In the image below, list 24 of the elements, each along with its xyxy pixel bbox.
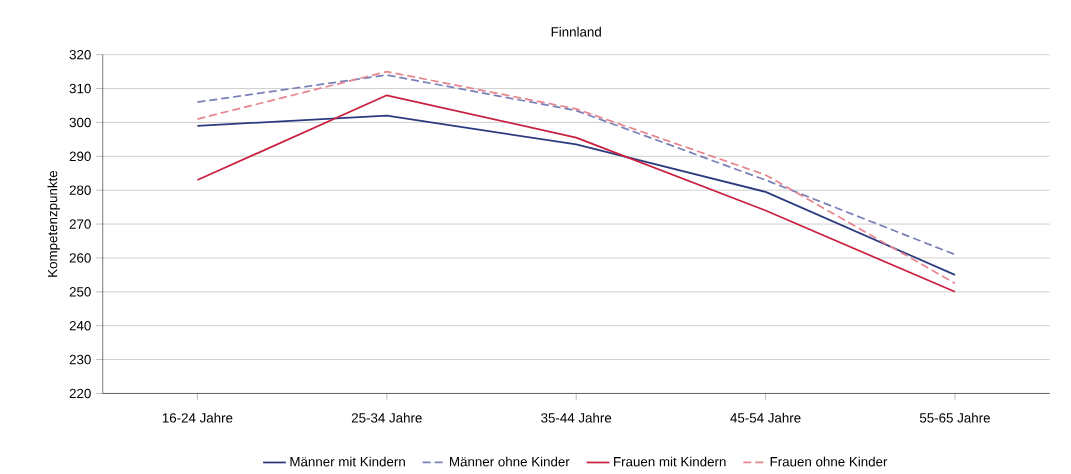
legend-label: Frauen ohne Kinder bbox=[770, 456, 888, 467]
legend-label: Männer ohne Kinder bbox=[450, 456, 570, 467]
y-tick-label: 310 bbox=[69, 84, 91, 94]
line-series bbox=[196, 74, 956, 256]
y-tick-label: 300 bbox=[69, 117, 91, 128]
x-tick-label: 16-24 Jahre bbox=[162, 413, 233, 423]
chart-title: Finnland bbox=[551, 27, 601, 37]
y-tick-label: 240 bbox=[69, 321, 91, 331]
y-tick-label: 280 bbox=[69, 185, 91, 196]
y-tick-label: 260 bbox=[69, 253, 91, 263]
y-tick-label: 320 bbox=[69, 50, 91, 60]
y-tick-label: 230 bbox=[69, 355, 91, 365]
x-tick-label: 25-34 Jahre bbox=[351, 413, 422, 423]
legend-label: Männer mit Kindern bbox=[290, 456, 405, 467]
legend-label: Frauen mit Kindern bbox=[614, 456, 726, 467]
x-tick-label: 45-54 Jahre bbox=[730, 413, 801, 423]
y-tick-label: 250 bbox=[69, 287, 91, 297]
x-tick-label: 35-44 Jahre bbox=[541, 413, 612, 423]
y-tick-label: 220 bbox=[69, 388, 91, 399]
line-series bbox=[196, 114, 956, 276]
y-axis-title: Kompetenzpunkte bbox=[47, 171, 60, 277]
y-tick-label: 270 bbox=[69, 219, 91, 229]
y-tick-label: 290 bbox=[69, 151, 91, 162]
x-tick-label: 55-65 Jahre bbox=[919, 413, 990, 423]
